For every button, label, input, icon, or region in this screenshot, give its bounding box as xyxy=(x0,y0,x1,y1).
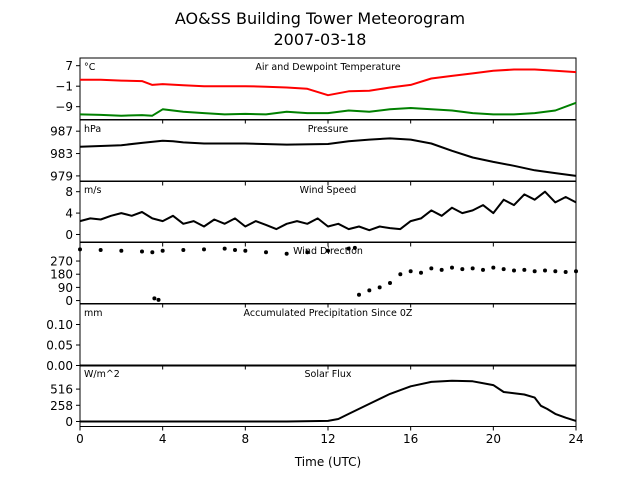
wind-direction-point xyxy=(377,285,382,290)
panel-unit-label: mm xyxy=(84,308,103,319)
wind-direction-point xyxy=(367,288,372,293)
panel-title: Wind Direction xyxy=(293,246,363,257)
panel-title: Accumulated Precipitation Since 0Z xyxy=(244,308,413,319)
wind-direction-point xyxy=(543,268,547,273)
panel-unit-label: °C xyxy=(84,62,96,73)
y-tick-label: 258 xyxy=(50,399,73,413)
y-tick-label: 4 xyxy=(65,207,73,221)
figure-title-line2: 2007-03-18 xyxy=(274,30,367,49)
wind-direction-point xyxy=(532,269,537,274)
wind-direction-point xyxy=(357,292,361,297)
y-tick-label: 180 xyxy=(50,268,73,282)
series-line-1 xyxy=(79,137,577,177)
wind-direction-point xyxy=(553,269,558,274)
panel-2: 987 983 979 hPa Pressure xyxy=(50,119,577,186)
wind-direction-point xyxy=(160,248,165,253)
wind-direction-point xyxy=(346,246,351,251)
wind-direction-point xyxy=(150,250,155,255)
y-tick-label: 979 xyxy=(50,169,73,183)
panel-unit-label: m/s xyxy=(84,185,101,196)
wind-direction-point xyxy=(119,248,124,253)
y-tick-label: 516 xyxy=(50,383,73,397)
panel-title: Wind Speed xyxy=(300,185,357,196)
panel-title: Solar Flux xyxy=(305,369,352,380)
wind-direction-point xyxy=(326,248,330,253)
y-tick-label: 0 xyxy=(65,415,73,429)
y-tick-label: 983 xyxy=(50,147,73,161)
figure-title-line1: AO&SS Building Tower Meteorogram xyxy=(175,9,465,28)
x-tick-label: 8 xyxy=(242,432,250,446)
x-tick-label: 16 xyxy=(403,432,418,446)
y-tick-label: −9 xyxy=(55,100,73,114)
y-tick-label: 270 xyxy=(50,255,73,269)
panel-title: Pressure xyxy=(308,124,349,135)
wind-direction-point xyxy=(222,246,227,251)
wind-direction-point xyxy=(98,248,103,253)
series-line-1 xyxy=(79,190,577,232)
wind-direction-point xyxy=(491,265,496,270)
series-line-1 xyxy=(80,379,577,423)
wind-direction-point xyxy=(574,269,578,274)
wind-direction-point xyxy=(264,250,268,255)
wind-direction-point xyxy=(429,266,434,271)
wind-direction-point xyxy=(460,267,465,272)
wind-direction-point xyxy=(450,265,454,270)
y-tick-label: −1 xyxy=(55,80,73,94)
y-tick-label: 8 xyxy=(65,185,73,199)
wind-direction-point xyxy=(284,251,289,256)
wind-direction-point xyxy=(439,267,444,272)
wind-direction-point xyxy=(408,269,413,274)
y-tick-label: 987 xyxy=(50,125,73,139)
x-tick-label: 20 xyxy=(486,432,501,446)
wind-direction-point xyxy=(243,248,248,253)
panel-unit-label: W/m^2 xyxy=(84,369,120,380)
wind-direction-point xyxy=(419,270,423,275)
series-line-2 xyxy=(79,101,577,117)
x-axis-label: Time (UTC) xyxy=(294,455,361,469)
wind-direction-point xyxy=(563,270,568,275)
series-line-1 xyxy=(80,68,577,97)
x-tick-label: 4 xyxy=(159,432,167,446)
panel-1: 7 −1 −9 °C Air and Dewpoint Temperature xyxy=(55,57,577,124)
wind-direction-point xyxy=(305,250,310,255)
wind-direction-point xyxy=(398,272,403,277)
wind-direction-point xyxy=(470,266,475,271)
wind-direction-point xyxy=(512,268,516,273)
x-tick-label: 12 xyxy=(320,432,335,446)
panel-6: 516 258 0 W/m^2 Solar Flux xyxy=(50,364,577,431)
y-tick-label: 7 xyxy=(65,59,73,73)
wind-direction-point xyxy=(501,267,506,272)
panels-group: 7−1−9°C Air and Dewpoint Temperature98798… xyxy=(46,57,584,446)
y-tick-label: 90 xyxy=(58,281,73,295)
panel-5: 0.10 0.05 0.00 mm Accumulated Precipitation … xyxy=(46,303,577,373)
wind-direction-point xyxy=(181,248,186,253)
wind-direction-point xyxy=(233,248,237,253)
wind-direction-point xyxy=(352,245,357,250)
y-tick-label: 0.05 xyxy=(46,339,73,353)
x-tick-label: 24 xyxy=(568,432,583,446)
wind-direction-point xyxy=(388,281,392,285)
y-tick-label: 0 xyxy=(65,294,73,308)
wind-direction-point xyxy=(156,297,161,302)
wind-direction-point xyxy=(140,249,144,254)
panel-unit-label: hPa xyxy=(84,124,101,135)
wind-direction-point xyxy=(78,247,82,252)
panel-3: 8 4 0 m/s Wind Speed xyxy=(65,180,577,247)
wind-direction-point xyxy=(522,267,527,272)
wind-direction-point xyxy=(152,296,157,301)
wind-direction-point xyxy=(481,267,485,272)
panel-title: Air and Dewpoint Temperature xyxy=(255,62,400,73)
wind-direction-point xyxy=(202,247,206,252)
x-tick-label: 0 xyxy=(76,432,84,446)
y-tick-label: 0 xyxy=(65,228,73,242)
y-tick-label: 0.10 xyxy=(46,318,73,332)
y-tick-label: 0.00 xyxy=(46,359,73,373)
